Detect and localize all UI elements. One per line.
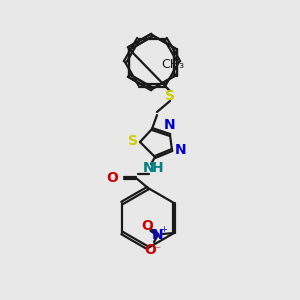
Text: S: S xyxy=(165,89,175,103)
Text: H: H xyxy=(152,161,164,175)
Text: O: O xyxy=(106,171,118,185)
Text: S: S xyxy=(128,134,138,148)
Text: N: N xyxy=(152,228,164,242)
Text: +: + xyxy=(160,224,167,233)
Text: O: O xyxy=(141,219,153,233)
Text: O: O xyxy=(144,243,156,257)
Text: CH₃: CH₃ xyxy=(161,58,184,70)
Text: N: N xyxy=(143,161,155,175)
Text: N: N xyxy=(175,143,187,157)
Text: N: N xyxy=(164,118,176,132)
Text: ⁻: ⁻ xyxy=(155,245,160,255)
